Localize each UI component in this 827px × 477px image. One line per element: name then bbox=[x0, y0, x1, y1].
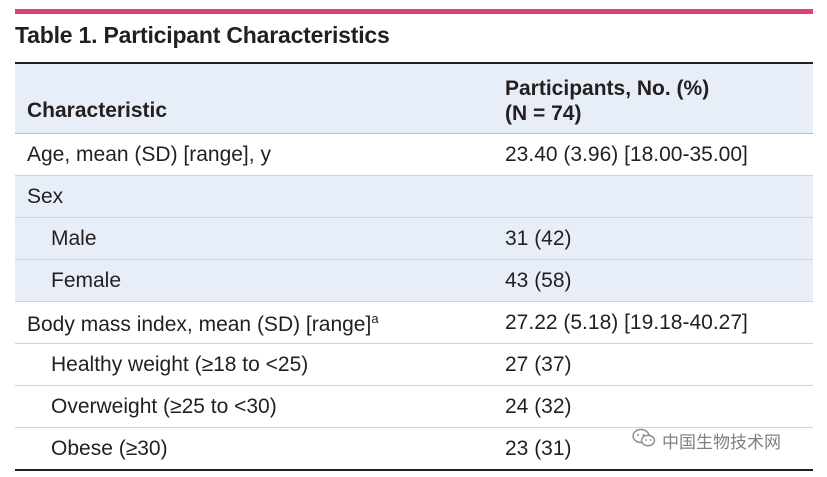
top-accent-rule bbox=[15, 9, 813, 14]
table-row: Sex bbox=[15, 176, 813, 218]
row-value: 27 (37) bbox=[505, 353, 572, 376]
row-label: Sex bbox=[27, 185, 64, 208]
row-value: 23 (31) bbox=[505, 437, 572, 460]
column-header-characteristic: Characteristic bbox=[27, 99, 168, 122]
table-row: Healthy weight (≥18 to <25) 27 (37) bbox=[15, 344, 813, 386]
row-value: 24 (32) bbox=[505, 395, 572, 418]
footnote-marker: a bbox=[371, 311, 379, 326]
row-label-text: Body mass index, mean (SD) [range] bbox=[27, 313, 372, 336]
table-row: Female 43 (58) bbox=[15, 260, 813, 302]
row-value: 43 (58) bbox=[505, 269, 572, 292]
table-row: Body mass index, mean (SD) [range]a 27.2… bbox=[15, 302, 813, 344]
row-label: Overweight (≥25 to <30) bbox=[51, 395, 277, 418]
table-row: Overweight (≥25 to <30) 24 (32) bbox=[15, 386, 813, 428]
row-value: 31 (42) bbox=[505, 227, 572, 250]
table-header-row: Characteristic Participants, No. (%) (N … bbox=[15, 64, 813, 134]
row-label: Body mass index, mean (SD) [range]a bbox=[27, 311, 379, 337]
row-value: 23.40 (3.96) [18.00-35.00] bbox=[505, 143, 748, 166]
row-label: Male bbox=[51, 227, 97, 250]
row-value: 27.22 (5.18) [19.18-40.27] bbox=[505, 311, 748, 334]
watermark-text: 中国生物技术网 bbox=[662, 433, 781, 452]
row-label: Healthy weight (≥18 to <25) bbox=[51, 353, 309, 376]
table-title: Table 1. Participant Characteristics bbox=[15, 22, 390, 48]
row-label: Age, mean (SD) [range], y bbox=[27, 143, 271, 166]
watermark: 中国生物技术网 bbox=[632, 428, 781, 453]
wechat-icon bbox=[632, 428, 656, 453]
table-row: Obese (≥30) 23 (31) bbox=[15, 428, 813, 471]
table-row: Male 31 (42) bbox=[15, 218, 813, 260]
row-label: Female bbox=[51, 269, 122, 292]
column-header-participants-line1: Participants, No. (%) bbox=[505, 77, 710, 100]
row-label: Obese (≥30) bbox=[51, 437, 168, 460]
column-header-participants-line2: (N = 74) bbox=[505, 102, 582, 125]
participant-table: Characteristic Participants, No. (%) (N … bbox=[15, 62, 813, 471]
table-row: Age, mean (SD) [range], y 23.40 (3.96) [… bbox=[15, 134, 813, 176]
column-header-participants: Participants, No. (%) (N = 74) bbox=[505, 76, 709, 126]
